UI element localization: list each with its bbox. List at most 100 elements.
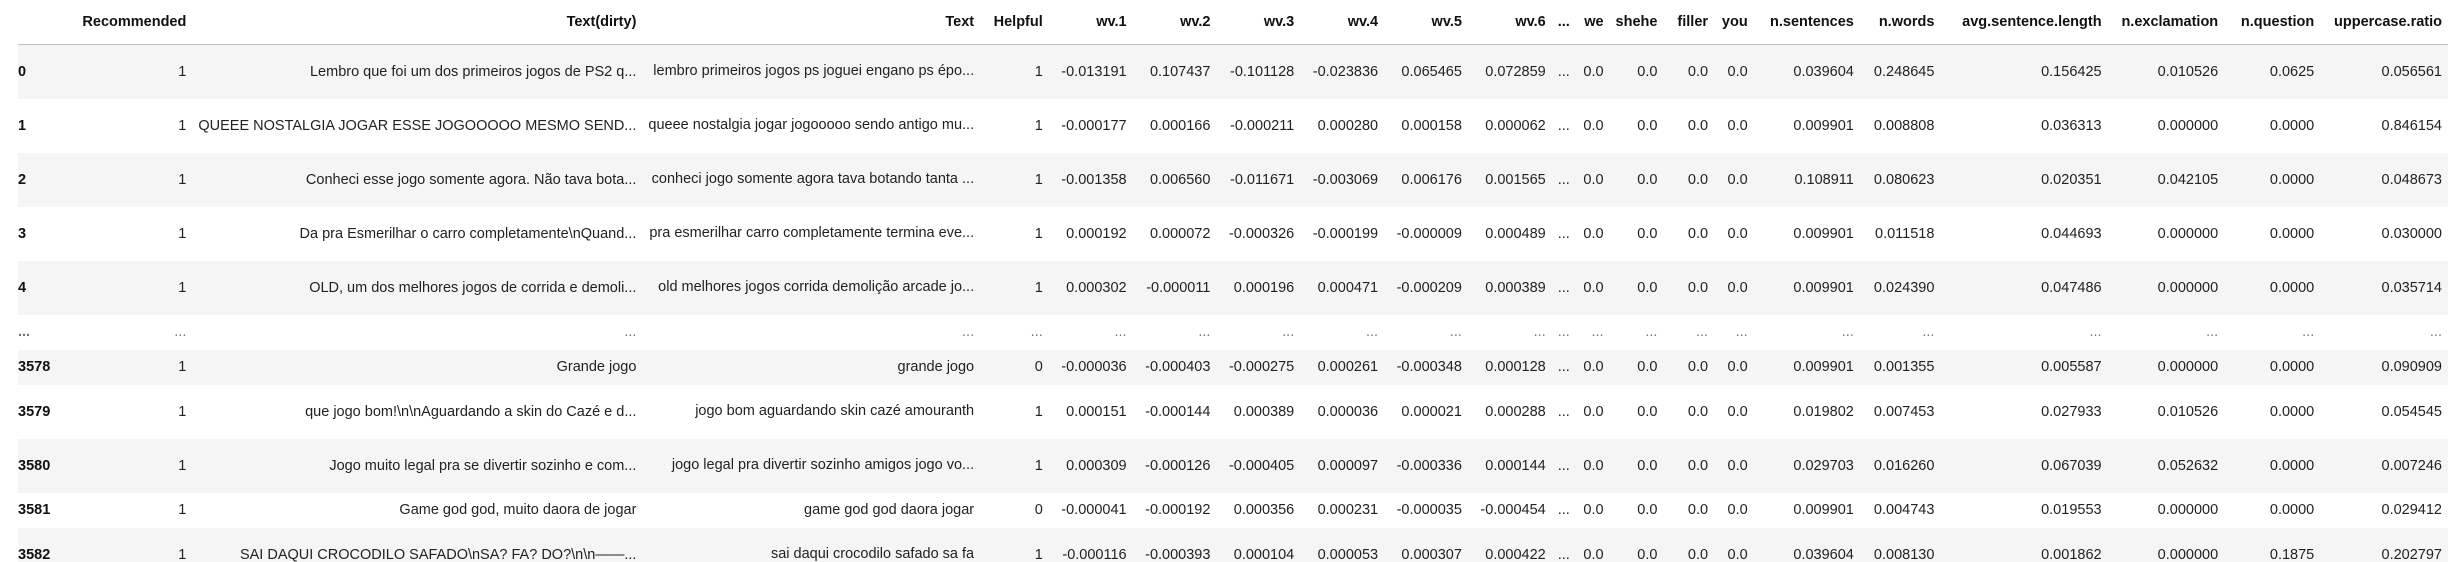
cell-n-question: 0.0000: [2269, 117, 2315, 134]
table-row: 3580 1 Jogo muito legal pra se divertir so…: [18, 438, 2448, 493]
cell-n-sentences: 0.009901: [1793, 225, 1854, 242]
cell-wv5: 0.065465: [1401, 63, 1462, 80]
cell-wv1: 0.000151: [1066, 403, 1127, 420]
cell-n-exclamation: 0.000000: [2157, 546, 2219, 562]
cell-n-exclamation: 0.000000: [2157, 117, 2219, 134]
cell-n-question: 0.0000: [2269, 359, 2315, 375]
cell-wv2: -0.000393: [1145, 546, 1211, 562]
cell-n-question: 0.0000: [2269, 403, 2315, 420]
table-row: 3581 1 Game god god, muito daora de jogar g…: [18, 492, 2448, 528]
table-row: 4 1 OLD, um dos melhores jogos de corrida …: [18, 260, 2448, 315]
cell-filler: 0.0: [1687, 457, 1709, 474]
cell-text: conheci jogo somente agora tava botando …: [651, 171, 975, 187]
cell-text: game god god daora jogar: [804, 501, 975, 518]
cell-helpful: 0: [1034, 502, 1043, 518]
cell-wv1: -0.000036: [1061, 359, 1127, 375]
cell-wv1: 0.000309: [1066, 457, 1127, 474]
cell-text: queee nostalgia jogar jogooooo sendo ant…: [648, 117, 975, 133]
cell-ell: ...: [1557, 324, 1570, 340]
column-header: wv.4: [1300, 0, 1385, 45]
cell-n-words: 0.001355: [1873, 359, 1935, 375]
cell-wv3: 0.000389: [1233, 403, 1295, 420]
cell-ell: ...: [1557, 171, 1570, 188]
row-index: 0: [18, 63, 27, 80]
cell-n-words: 0.080623: [1873, 171, 1935, 188]
cell-n-exclamation: 0.010526: [2157, 63, 2219, 80]
column-header: uppercase.ratio: [2320, 0, 2448, 45]
cell-ell: ...: [1557, 225, 1570, 242]
cell-text: jogo bom aguardando skin cazé amouranth: [695, 403, 975, 419]
cell-wv2: 0.006560: [1149, 171, 1211, 188]
cell-text: pra esmerilhar carro completamente termi…: [649, 225, 975, 241]
cell-text-dirty: Da pra Esmerilhar o carro completamente\…: [299, 225, 637, 242]
cell-n-sentences: 0.009901: [1793, 359, 1854, 375]
cell-n-exclamation: 0.042105: [2157, 171, 2219, 188]
cell-text: sai daqui crocodilo safado sa fa: [770, 546, 975, 562]
cell-text-dirty: SAI DAQUI CROCODILO SAFADO\nSA? FA? DO?\…: [239, 546, 637, 562]
cell-wv2: -0.000192: [1145, 502, 1211, 518]
cell-helpful: 1: [1034, 279, 1043, 296]
cell-uppercase-ratio: 0.048673: [2381, 171, 2442, 188]
cell-wv3: -0.011671: [1230, 171, 1295, 188]
row-index: 3579: [18, 403, 51, 420]
cell-filler: 0.0: [1687, 225, 1709, 242]
cell-you: 0.0: [1727, 117, 1748, 134]
row-index: 3580: [18, 457, 51, 474]
cell-wv1: ...: [1114, 324, 1127, 340]
cell-ell: ...: [1557, 502, 1570, 518]
cell-wv5: 0.006176: [1401, 171, 1462, 188]
cell-we: 0.0: [1583, 457, 1604, 474]
column-header: filler: [1663, 0, 1715, 45]
cell-text: old melhores jogos corrida demolição arc…: [658, 279, 975, 295]
cell-avg-sentence-length: ...: [2089, 324, 2102, 340]
cell-wv3: -0.000211: [1230, 117, 1295, 134]
cell-uppercase-ratio: 0.035714: [2381, 279, 2442, 296]
cell-n-sentences: 0.009901: [1793, 502, 1854, 518]
cell-wv6: 0.000288: [1485, 403, 1546, 420]
cell-avg-sentence-length: 0.047486: [2041, 279, 2102, 296]
cell-n-words: 0.007453: [1873, 403, 1935, 420]
cell-helpful: 1: [1034, 457, 1043, 474]
table-row: 3582 1 SAI DAQUI CROCODILO SAFADO\nSA? FA?…: [18, 527, 2448, 562]
cell-recommended: 1: [178, 225, 187, 242]
cell-avg-sentence-length: 0.044693: [2041, 225, 2102, 242]
cell-wv1: -0.000041: [1061, 502, 1127, 518]
cell-text-dirty: Grande jogo: [556, 359, 637, 375]
table-row: 3 1 Da pra Esmerilhar o carro completament…: [18, 206, 2448, 261]
cell-we: 0.0: [1583, 546, 1604, 562]
cell-wv3: -0.000405: [1228, 457, 1295, 474]
cell-you: 0.0: [1727, 403, 1748, 420]
cell-we: 0.0: [1583, 171, 1604, 188]
cell-n-exclamation: 0.000000: [2157, 225, 2219, 242]
cell-n-exclamation: 0.000000: [2157, 359, 2219, 375]
cell-you: 0.0: [1727, 359, 1748, 375]
cell-wv4: 0.000036: [1317, 403, 1379, 420]
cell-n-question: 0.0000: [2269, 279, 2315, 296]
cell-n-words: 0.004743: [1873, 502, 1935, 518]
cell-wv1: -0.013191: [1061, 63, 1127, 80]
cell-n-question: ...: [2302, 324, 2315, 340]
cell-n-words: 0.011518: [1875, 225, 1935, 242]
cell-wv3: ...: [1282, 324, 1295, 340]
cell-ell: ...: [1557, 359, 1570, 375]
cell-n-exclamation: 0.000000: [2157, 502, 2219, 518]
cell-you: 0.0: [1727, 279, 1748, 296]
cell-helpful: 1: [1034, 171, 1043, 188]
cell-wv3: -0.000326: [1228, 225, 1295, 242]
cell-n-question: 0.0000: [2269, 457, 2315, 474]
cell-wv3: 0.000104: [1233, 546, 1295, 562]
column-header: wv.1: [1048, 0, 1133, 45]
cell-wv2: -0.000126: [1145, 457, 1211, 474]
cell-recommended: 1: [178, 403, 187, 420]
cell-helpful: ...: [1030, 324, 1043, 340]
cell-text: lembro primeiros jogos ps joguei engano …: [653, 63, 975, 80]
cell-n-words: 0.008130: [1873, 546, 1935, 562]
cell-avg-sentence-length: 0.036313: [2041, 117, 2102, 134]
column-header: Text(dirty): [192, 0, 643, 45]
row-index: ...: [18, 324, 31, 340]
cell-we: 0.0: [1583, 225, 1604, 242]
cell-ell: ...: [1557, 63, 1570, 80]
cell-wv4: 0.000097: [1317, 457, 1379, 474]
cell-text-dirty: Lembro que foi um dos primeiros jogos de…: [309, 63, 637, 80]
